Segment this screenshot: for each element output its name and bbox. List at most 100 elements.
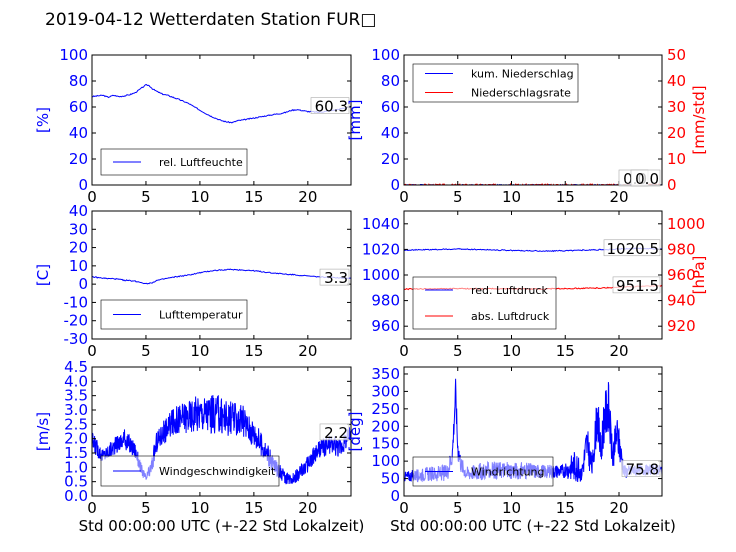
y-tick-label: 250 — [371, 400, 400, 418]
y-tick-label: 0 — [78, 275, 88, 293]
x-tick-label: 20 — [298, 342, 317, 360]
y-tick-right-label: 920 — [667, 317, 696, 335]
chart-pressure: 0 5 10 15 20 960 980 1000 1020 1040 920 940 960 980 10… — [362, 210, 708, 360]
y-tick-right-label: 980 — [667, 240, 696, 258]
y-axis-right-label: [hPa] — [690, 256, 708, 295]
series-line-1 — [92, 83, 351, 124]
x-tick-label: 0 — [87, 188, 97, 206]
y-axis-label: [m/s] — [34, 412, 52, 451]
x-tick-label: 0 — [87, 342, 97, 360]
legend-box — [412, 63, 579, 103]
y-axis-label: [C] — [34, 264, 52, 286]
plot-frame — [403, 366, 663, 497]
legend-label: Windgeschwindigkeit — [159, 465, 276, 478]
value-annotation-box — [603, 239, 661, 257]
value-annotation-box — [319, 268, 350, 286]
x-tick-label: 5 — [453, 188, 463, 206]
x-tick-label: 0 — [399, 342, 409, 360]
x-tick-label: 15 — [556, 499, 575, 517]
y-tick-label: 50 — [381, 470, 400, 488]
y-tick-label: 0 — [390, 487, 400, 505]
y-tick-label: 20 — [69, 150, 88, 168]
x-tick-label: 0 — [399, 499, 409, 517]
y-tick-label: 40 — [69, 202, 88, 220]
y-tick-label: 60 — [381, 98, 400, 116]
chart-precipitation: 0 5 10 15 20 0 20 40 60 80 100 0 10 20 30 40 50 [mm] [mm/s… — [346, 46, 708, 206]
chart-humidity: 0 5 10 15 20 0 20 40 60 80 100 [%] 60.3 rel. Luftfeuc… — [34, 46, 352, 206]
y-tick-right-label: 0 — [667, 176, 677, 194]
legend-label: rel. Luftfeuchte — [159, 156, 243, 169]
y-tick-label: 2.5 — [64, 415, 88, 433]
value-annotation: 3.3 — [324, 269, 348, 287]
y-tick-label: -10 — [64, 293, 89, 311]
series-line-1 — [92, 395, 351, 485]
value-annotation: 2.2 — [324, 424, 348, 442]
x-tick-label: 20 — [298, 499, 317, 517]
y-tick-label: 1.5 — [64, 444, 88, 462]
y-tick-right-label: 30 — [667, 98, 686, 116]
y-tick-right-label: 940 — [667, 292, 696, 310]
x-tick-label: 20 — [298, 188, 317, 206]
plot-frame — [91, 366, 352, 497]
x-tick-label: 15 — [556, 188, 575, 206]
y-tick-label: 100 — [59, 46, 88, 64]
x-tick-label: 15 — [244, 342, 263, 360]
y-tick-label: 150 — [371, 435, 400, 453]
legend-label: Niederschlagsrate — [471, 87, 571, 100]
y-axis-label: [deg] — [346, 412, 364, 452]
x-tick-label: 20 — [609, 499, 628, 517]
x-tick-label: 20 — [609, 188, 628, 206]
y-tick-label: 100 — [371, 46, 400, 64]
y-tick-right-label: 40 — [667, 72, 686, 90]
y-tick-label: -20 — [64, 312, 89, 330]
y-tick-label: 40 — [381, 124, 400, 142]
y-tick-label: 1.0 — [64, 458, 88, 476]
x-tick-label: 0 — [87, 499, 97, 517]
y-tick-label: 4.0 — [64, 372, 88, 390]
y-tick-label: 80 — [69, 72, 88, 90]
y-axis-right-label: [mm/std] — [690, 85, 708, 154]
x-tick-label: 10 — [502, 499, 521, 517]
legend-box — [412, 276, 557, 330]
x-tick-label: 10 — [502, 342, 521, 360]
x-tick-label: 15 — [244, 499, 263, 517]
y-tick-label: 1000 — [362, 266, 400, 284]
value-annotation-box — [621, 460, 661, 477]
value-annotation-box — [319, 423, 350, 441]
series-line-1 — [92, 268, 351, 285]
x-tick-label: 5 — [453, 499, 463, 517]
y-tick-label: 20 — [69, 239, 88, 257]
y-tick-label: 1020 — [362, 240, 400, 258]
plot-frame — [403, 54, 663, 186]
value-annotation: 60.3 — [315, 98, 348, 116]
x-tick-label: 5 — [141, 499, 151, 517]
y-tick-label: 10 — [69, 257, 88, 275]
y-tick-label: 4.5 — [64, 358, 88, 376]
y-tick-label: 960 — [371, 317, 400, 335]
y-tick-label: 1040 — [362, 215, 400, 233]
value-annotation: 75.8 — [626, 461, 659, 479]
x-tick-label: 10 — [190, 188, 209, 206]
plot-frame — [91, 210, 352, 340]
value-annotation: 1020.5 — [607, 240, 660, 258]
y-tick-label: 2.0 — [64, 430, 88, 448]
y-tick-label: 300 — [371, 382, 400, 400]
y-axis-label: [%] — [34, 107, 52, 133]
y-tick-right-label: 1000 — [667, 215, 705, 233]
y-tick-label: 350 — [371, 365, 400, 383]
plot-frame — [91, 54, 352, 186]
y-tick-label: 3.5 — [64, 387, 88, 405]
x-axis-label: Std 00:00:00 UTC (+-22 Std Lokalzeit) — [79, 517, 365, 535]
legend-label: kum. Niederschlag — [471, 68, 574, 81]
legend-label: abs. Luftdruck — [471, 310, 550, 323]
x-tick-label: 5 — [141, 188, 151, 206]
y-tick-right-label: 50 — [667, 46, 686, 64]
y-tick-label: 0 — [78, 176, 88, 194]
x-tick-label: 20 — [609, 342, 628, 360]
x-tick-label: 5 — [141, 342, 151, 360]
value-annotation: 951.5 — [616, 277, 659, 295]
x-tick-label: 10 — [502, 188, 521, 206]
